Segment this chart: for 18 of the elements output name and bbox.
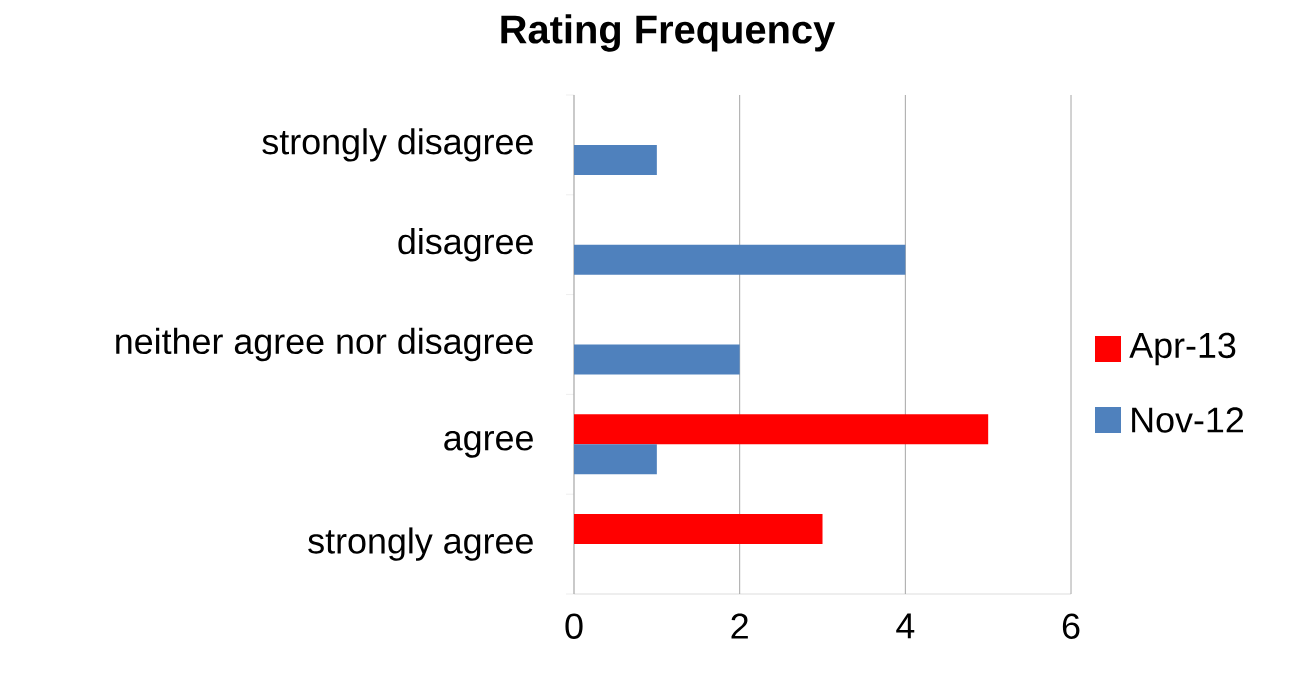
x-tick-label: 6	[1062, 613, 1080, 639]
bar	[574, 514, 823, 545]
bar	[574, 414, 989, 445]
y-tick-label: strongly disagree	[262, 128, 533, 162]
bar	[574, 344, 740, 375]
bar	[574, 244, 906, 275]
bar	[574, 144, 657, 175]
y-tick-label: neither agree nor disagree	[116, 327, 533, 362]
x-tick-label: 4	[896, 613, 915, 639]
legend-label: Nov-12	[1132, 407, 1244, 433]
y-tick-label: strongly agree	[308, 527, 533, 561]
bar	[574, 444, 657, 475]
x-tick-label: 0	[565, 613, 583, 639]
y-tick-label: disagree	[398, 227, 533, 262]
chart-title: Rating Frequency	[501, 14, 836, 52]
legend-label: Apr-13	[1129, 332, 1236, 366]
y-tick-label: agree	[444, 430, 533, 458]
x-tick-label: 2	[731, 613, 748, 639]
